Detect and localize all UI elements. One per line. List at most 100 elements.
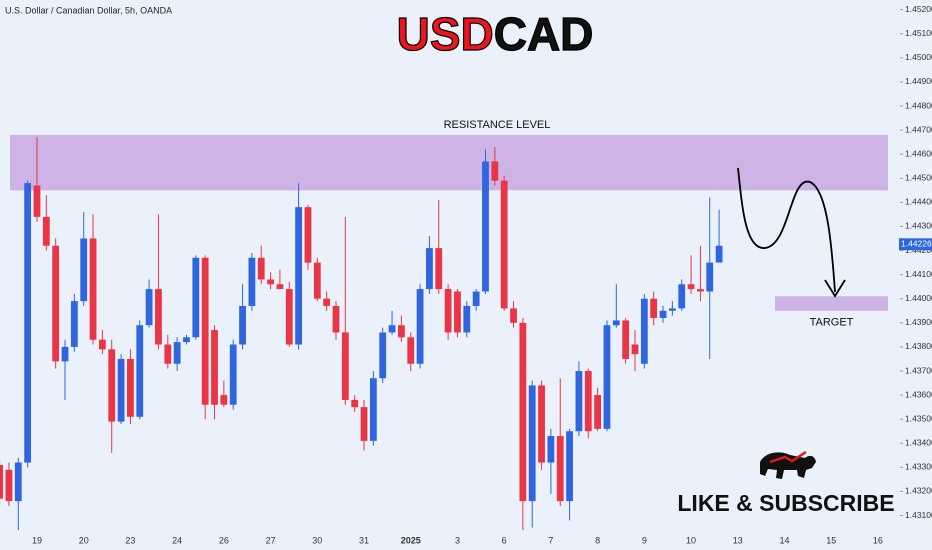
candle-body — [388, 325, 396, 333]
y-tick-label: 1.44900 — [905, 76, 932, 86]
candle-body — [220, 395, 228, 405]
candle-body — [33, 185, 41, 217]
candle-body — [697, 289, 704, 292]
x-tick-label: 7 — [548, 535, 553, 545]
candle-body — [397, 325, 405, 338]
candle-body — [426, 248, 433, 290]
y-tick-label: 1.44000 — [905, 293, 932, 303]
x-tick-label: 14 — [779, 535, 789, 545]
candle-body — [183, 337, 190, 343]
candle-body — [407, 337, 415, 364]
arrow-head — [824, 279, 846, 298]
candle-body — [715, 245, 723, 263]
candle-body — [304, 207, 312, 263]
candle-body — [454, 291, 461, 333]
x-tick-label: 15 — [826, 535, 836, 545]
title-highlight: USD — [397, 8, 494, 60]
candle-body — [556, 436, 564, 502]
candle-body — [108, 349, 116, 422]
x-tick-label: 27 — [266, 535, 276, 545]
candle-body — [538, 385, 545, 463]
candle-body — [155, 289, 162, 345]
y-tick-label: 1.43900 — [905, 317, 932, 327]
candle-body — [594, 395, 602, 429]
x-tick-label: 19 — [32, 535, 42, 545]
x-tick-label: 13 — [733, 535, 743, 545]
candle-body — [369, 378, 377, 441]
candle-body — [52, 245, 60, 362]
candle-body — [145, 289, 153, 326]
candle-body — [659, 310, 667, 318]
x-tick-label: 26 — [219, 535, 229, 545]
bull-logo — [760, 450, 816, 479]
candle-body — [295, 207, 303, 345]
candle-body — [668, 308, 676, 311]
title-rest: CAD — [494, 8, 594, 60]
y-tick-label: 1.43200 — [905, 486, 932, 496]
candle-body — [584, 371, 592, 432]
projection-arrow — [737, 167, 836, 293]
candle-body — [519, 322, 527, 502]
candle-body — [622, 320, 630, 359]
candle-body — [313, 262, 321, 299]
x-tick-label: 6 — [502, 535, 507, 545]
candle-body — [435, 248, 443, 290]
y-tick-label: 1.43400 — [905, 438, 932, 448]
y-tick-label: 1.44300 — [905, 221, 932, 231]
chart-title: USDCAD — [397, 8, 594, 60]
x-tick-label: 30 — [312, 535, 322, 545]
x-tick-label: 2025 — [401, 535, 421, 545]
candle-body — [24, 183, 32, 463]
candle-body — [117, 358, 125, 422]
candle-body — [547, 436, 555, 463]
candle-body — [603, 325, 611, 429]
x-tick-label: 9 — [642, 535, 647, 545]
zone-label: TARGET — [810, 317, 854, 329]
candle-body — [444, 289, 452, 333]
y-tick-label: 1.44800 — [905, 100, 932, 110]
x-tick-label: 20 — [79, 535, 89, 545]
candle-body — [650, 298, 658, 318]
candle-body — [127, 358, 134, 417]
x-tick-label: 16 — [873, 535, 883, 545]
candle-body — [706, 262, 714, 292]
candle-body — [239, 305, 246, 345]
candle-body — [323, 298, 331, 306]
chart-subtitle: U.S. Dollar / Canadian Dollar, 5h, OANDA — [5, 5, 172, 15]
y-tick-label: 1.43100 — [905, 510, 932, 520]
candle-body — [267, 279, 274, 285]
candle-body — [575, 371, 583, 432]
candle-body — [612, 320, 620, 326]
candle-body — [229, 344, 237, 405]
y-tick-label: 1.45100 — [905, 28, 932, 38]
candle-body — [500, 180, 508, 309]
y-tick-label: 1.43800 — [905, 341, 932, 351]
candle-body — [80, 238, 88, 302]
candle-body — [678, 284, 686, 309]
candle-body — [192, 257, 200, 338]
candle-body — [416, 289, 424, 364]
candle-body — [510, 308, 517, 323]
candle-body — [248, 257, 256, 306]
x-tick-label: 8 — [595, 535, 600, 545]
x-tick-label: 31 — [359, 535, 369, 545]
candle-body — [89, 238, 97, 340]
candle-body — [472, 291, 480, 306]
candle-body — [201, 257, 209, 405]
candle-body — [285, 289, 293, 345]
y-tick-label: 1.44700 — [905, 124, 932, 134]
candle-body — [379, 332, 387, 379]
candle-body — [482, 161, 489, 292]
x-tick-label: 3 — [455, 535, 460, 545]
candle-body — [5, 469, 13, 502]
candle-body — [164, 344, 172, 364]
last-price-label: 1.44226 — [901, 239, 932, 249]
candle-body — [528, 385, 536, 502]
candle-body — [631, 344, 639, 355]
y-tick-label: 1.45000 — [905, 52, 932, 62]
candle-body — [98, 339, 106, 350]
candle-body — [42, 216, 50, 246]
zone-label: RESISTANCE LEVEL — [444, 119, 551, 131]
y-tick-label: 1.43500 — [905, 413, 932, 423]
